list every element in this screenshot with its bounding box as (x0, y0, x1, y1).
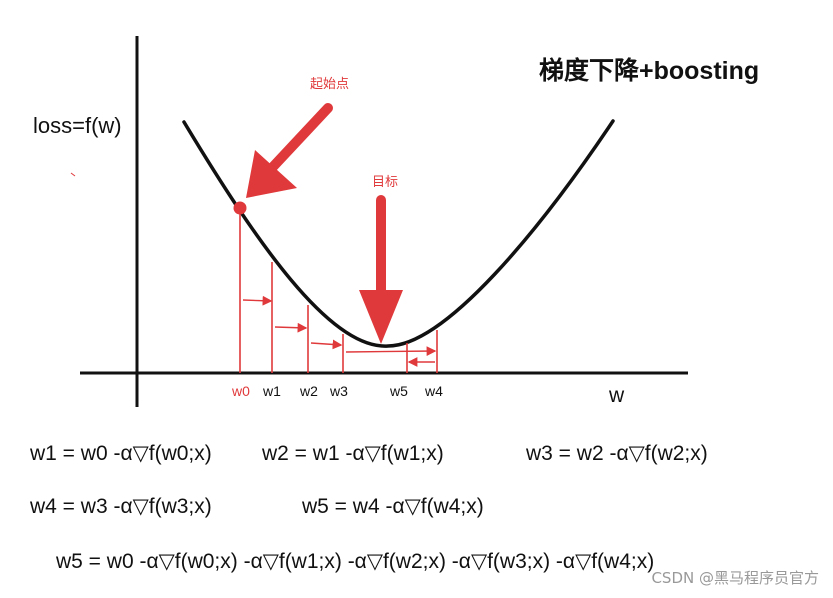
start-point (233, 201, 247, 215)
formula-w3: w3 = w2 -α▽f(w2;x) (526, 442, 708, 465)
y-axis-label: loss=f(w) (33, 113, 122, 138)
target-label: 目标 (372, 175, 398, 190)
loss-curve (182, 119, 615, 348)
tick-labels: w0 w1 w2 w3 w5 w4 (231, 383, 443, 399)
x-axis-label: w (608, 384, 625, 407)
stray-mark (70, 172, 76, 177)
tick-w2: w2 (299, 383, 318, 399)
start-point-label: 起始点 (310, 77, 349, 92)
formula-w5-expanded: w5 = w0 -α▽f(w0;x) -α▽f(w1;x) -α▽f(w2;x)… (56, 550, 655, 573)
tick-w1: w1 (262, 383, 281, 399)
diagram-title: 梯度下降+boosting (539, 56, 759, 85)
step-arrows (242, 295, 437, 367)
tick-w4: w4 (424, 383, 443, 399)
tick-w3: w3 (329, 383, 348, 399)
formula-w5: w5 = w4 -α▽f(w4;x) (302, 495, 484, 518)
formula-w2: w2 = w1 -α▽f(w1;x) (262, 442, 444, 465)
step-arrow-2 (274, 322, 308, 333)
step-drop-lines (239, 208, 438, 373)
start-arrow (246, 103, 333, 198)
step-arrow-4 (345, 346, 437, 356)
tick-w0: w0 (231, 383, 250, 399)
target-arrow (359, 195, 403, 344)
formula-w1: w1 = w0 -α▽f(w0;x) (30, 442, 212, 465)
formula-w4: w4 = w3 -α▽f(w3;x) (30, 495, 212, 518)
watermark: CSDN @黑马程序员官方 (651, 569, 819, 587)
step-arrow-1 (242, 295, 273, 306)
tick-w5: w5 (389, 383, 408, 399)
step-arrow-3 (310, 339, 343, 350)
